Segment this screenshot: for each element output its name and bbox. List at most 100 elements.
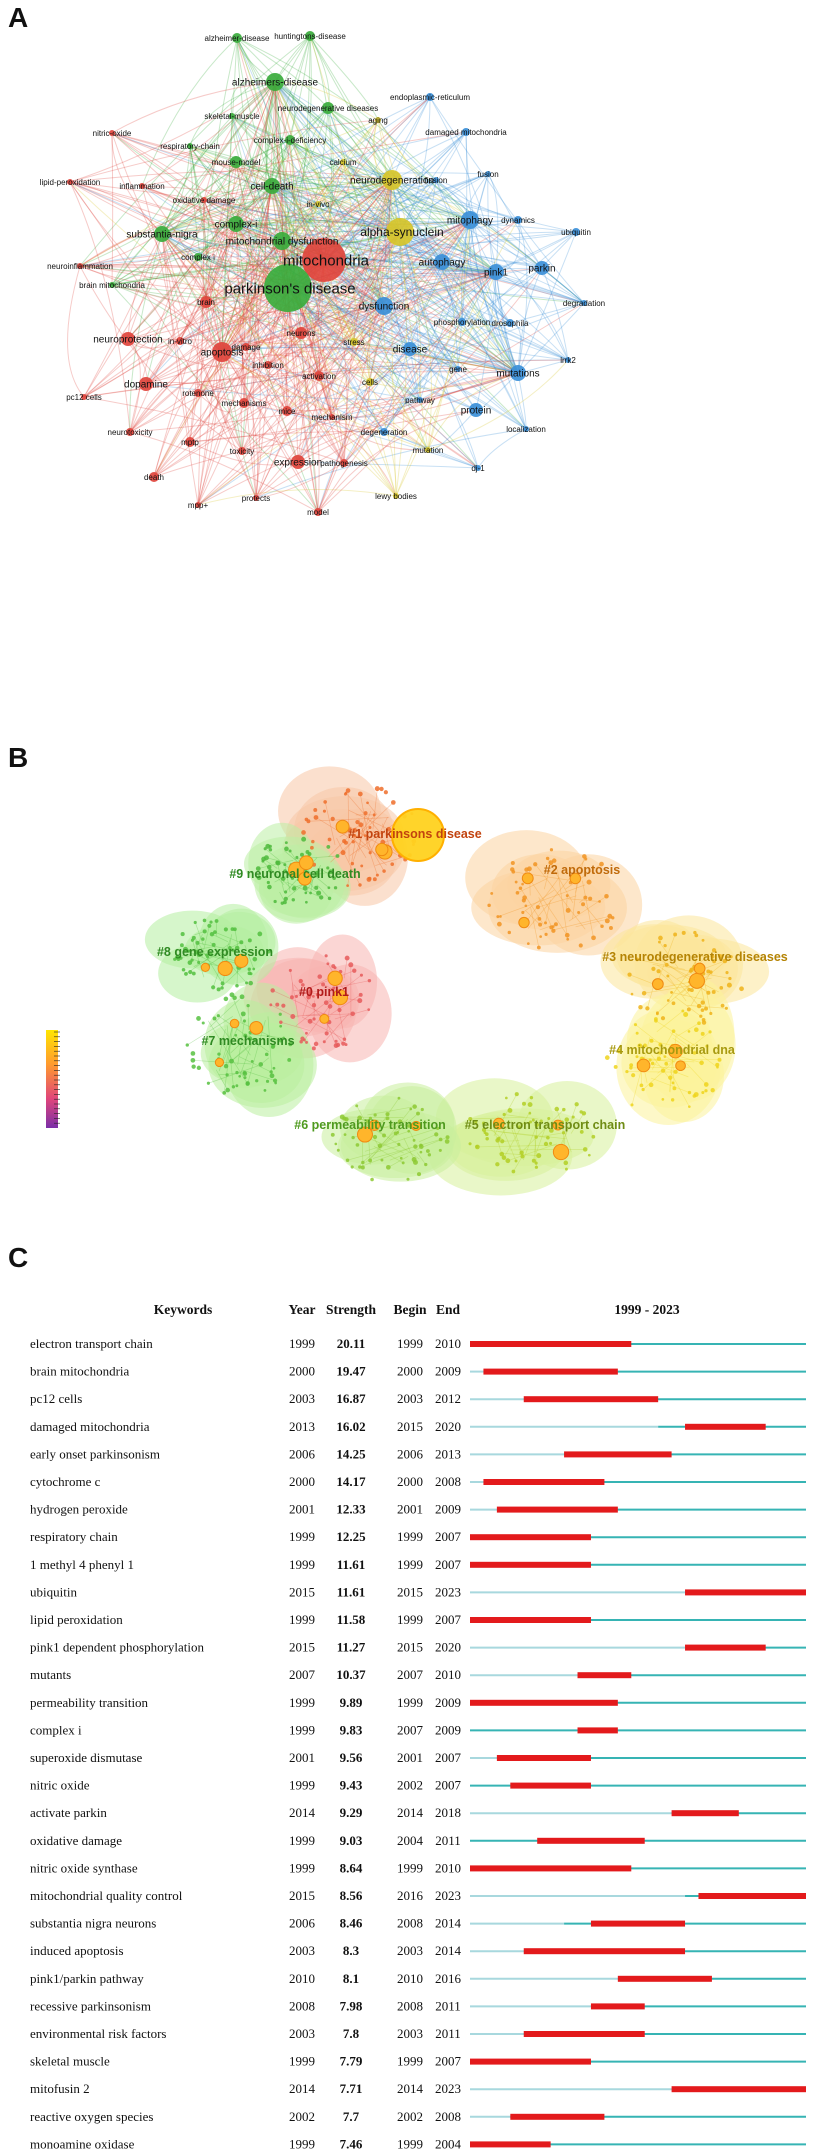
- network-edge: [287, 287, 585, 304]
- cell-strength: 7.71: [340, 2081, 363, 2096]
- cluster-hub-node: [693, 962, 706, 975]
- burst-row: brain mitochondria 2000 19.47 2000 2009: [30, 1364, 806, 1379]
- cluster-label-6: #6 permeability transition: [294, 1118, 445, 1132]
- cluster-node: [526, 942, 530, 946]
- burst-row: lipid peroxidation 1999 11.58 1999 2007: [30, 1612, 806, 1627]
- cluster-node: [372, 1134, 378, 1140]
- network-edge: [69, 181, 325, 261]
- network-edge: [297, 461, 479, 469]
- network-edge: [457, 131, 468, 370]
- cluster-node: [418, 1144, 424, 1149]
- network-edge: [235, 35, 311, 225]
- cluster-hub-node: [327, 970, 343, 986]
- network-edge: [221, 346, 519, 374]
- cluster-edge: [365, 1128, 438, 1152]
- cluster-edge: [525, 910, 541, 925]
- cluster-node: [583, 895, 588, 900]
- network-edge: [111, 132, 283, 242]
- cluster-node: [436, 1126, 440, 1130]
- cluster-edge: [221, 1013, 244, 1065]
- cluster-edge: [671, 992, 704, 1000]
- network-edge: [435, 179, 519, 374]
- cluster-hub-node: [214, 1057, 225, 1068]
- cell-strength: 7.98: [340, 1998, 363, 2013]
- cluster-node: [401, 1161, 405, 1165]
- cluster-node: [367, 1008, 371, 1011]
- cluster-edge: [316, 884, 330, 899]
- node-label-huntingtons-disease: huntingtons-disease: [274, 32, 346, 41]
- network-edge: [221, 35, 311, 353]
- node-pc12-cells: [81, 394, 87, 400]
- cluster-node: [565, 894, 569, 898]
- network-edge: [382, 305, 429, 451]
- cluster-edge: [626, 1071, 678, 1073]
- cell-strength: 14.25: [336, 1446, 366, 1461]
- network-edge: [153, 271, 497, 478]
- cluster-node: [630, 992, 634, 996]
- network-edge: [161, 233, 519, 374]
- cluster-node: [420, 1107, 424, 1112]
- network-edge: [189, 145, 519, 374]
- network-edge: [287, 271, 497, 289]
- cluster-node: [281, 1003, 286, 1008]
- cluster-edge: [647, 983, 655, 1009]
- cluster-node: [510, 860, 515, 865]
- network-edge: [235, 223, 385, 433]
- cluster-node: [543, 921, 547, 925]
- cluster-node: [250, 1059, 254, 1063]
- network-edge: [281, 239, 497, 273]
- cluster-edge: [539, 1132, 564, 1138]
- network-edge: [69, 181, 223, 353]
- cluster-area-2: [534, 854, 643, 956]
- cluster-hub-node: [335, 819, 350, 834]
- network-edge: [309, 35, 379, 121]
- network-edge: [153, 119, 379, 478]
- cluster-edge: [299, 970, 355, 992]
- network-edge: [129, 351, 223, 433]
- network-edge: [141, 131, 467, 187]
- network-edge: [79, 265, 223, 353]
- network-edge: [161, 145, 191, 235]
- cluster-node: [490, 891, 494, 895]
- cluster-node: [326, 845, 331, 849]
- network-edge: [287, 287, 459, 370]
- cluster-edge: [248, 1033, 284, 1039]
- cluster-node: [311, 995, 315, 998]
- network-edge: [267, 219, 471, 366]
- cell-end: 2016: [435, 1971, 462, 1986]
- cluster-node: [579, 1130, 584, 1134]
- cluster-node: [235, 1084, 239, 1088]
- network-edge: [79, 265, 289, 291]
- network-edge: [235, 35, 311, 225]
- burst-row: cytochrome c 2000 14.17 2000 2008: [30, 1474, 806, 1489]
- burst-bar: [523, 1396, 659, 1403]
- network-edge: [385, 179, 411, 350]
- network-edge: [221, 240, 283, 353]
- cluster-node: [726, 982, 732, 988]
- cluster-label-5: #5 electron transport chain: [465, 1118, 625, 1132]
- cluster-edge: [292, 1013, 326, 1017]
- cluster-node: [643, 1043, 647, 1048]
- node-model: [314, 508, 322, 516]
- node-activation: [314, 371, 324, 381]
- network-edge: [342, 161, 511, 324]
- cluster-node: [531, 1118, 535, 1122]
- cell-begin: 2008: [397, 1998, 423, 2013]
- citation-burst-table: Keywords Year Strength Begin End 1999 - …: [30, 1302, 806, 2151]
- node-label-damage: damage: [232, 343, 261, 352]
- cell-begin: 2008: [397, 1916, 423, 1931]
- cluster-edge: [517, 878, 548, 894]
- network-edge: [300, 96, 431, 334]
- cluster-node: [697, 1021, 701, 1026]
- cluster-node: [333, 966, 337, 970]
- cluster-node: [524, 867, 529, 872]
- network-edge: [111, 179, 393, 286]
- network-edge: [79, 265, 289, 289]
- cluster-node: [212, 1016, 217, 1021]
- cell-begin: 2003: [397, 2026, 423, 2041]
- cluster-node: [265, 843, 271, 849]
- network-edge: [111, 284, 519, 374]
- cluster-edge: [667, 975, 687, 1002]
- cell-year: 1999: [289, 1833, 315, 1848]
- cell-strength: 12.25: [336, 1529, 366, 1544]
